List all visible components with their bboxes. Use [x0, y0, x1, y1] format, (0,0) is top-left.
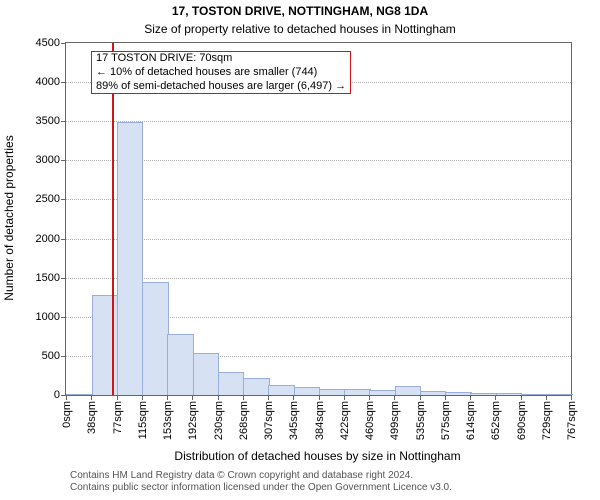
y-tick-label: 4000 [36, 76, 66, 88]
annotation-box: 17 TOSTON DRIVE: 70sqm← 10% of detached … [91, 51, 351, 94]
histogram-bar [470, 393, 497, 395]
x-tick-mark [369, 395, 370, 400]
x-tick-label: 384sqm [312, 401, 326, 440]
property-size-chart: 17, TOSTON DRIVE, NOTTINGHAM, NG8 1DA Si… [0, 0, 600, 500]
x-tick-label: 307sqm [261, 401, 275, 440]
histogram-bar [218, 372, 245, 395]
x-tick-label: 460sqm [362, 401, 376, 440]
x-tick-mark [192, 395, 193, 400]
footer-line: Contains public sector information licen… [70, 482, 452, 494]
x-tick-mark [495, 395, 496, 400]
y-tick-label: 4500 [36, 37, 66, 49]
chart-footer: Contains HM Land Registry data © Crown c… [70, 470, 452, 494]
x-tick-label: 690sqm [514, 401, 528, 440]
histogram-bar [66, 394, 93, 395]
y-tick-label: 2500 [36, 193, 66, 205]
histogram-bar [142, 282, 169, 395]
annotation-line: 17 TOSTON DRIVE: 70sqm [96, 52, 346, 66]
x-tick-label: 535sqm [413, 401, 427, 440]
histogram-bar [546, 394, 573, 395]
x-tick-label: 767sqm [564, 401, 578, 440]
histogram-bar [319, 389, 346, 395]
x-tick-label: 268sqm [236, 401, 250, 440]
y-tick-label: 0 [54, 389, 66, 401]
x-tick-mark [521, 395, 522, 400]
x-tick-label: 422sqm [337, 401, 351, 440]
histogram-bar [344, 389, 371, 395]
property-marker-line [112, 43, 114, 395]
annotation-line: ← 10% of detached houses are smaller (74… [96, 66, 346, 80]
histogram-bar [521, 394, 548, 395]
y-tick-label: 1500 [36, 272, 66, 284]
x-tick-mark [268, 395, 269, 400]
x-tick-label: 0sqm [59, 401, 73, 428]
x-tick-mark [445, 395, 446, 400]
chart-title-main: 17, TOSTON DRIVE, NOTTINGHAM, NG8 1DA [0, 4, 600, 18]
annotation-line: 89% of semi-detached houses are larger (… [96, 80, 346, 94]
x-tick-label: 230sqm [211, 401, 225, 440]
histogram-bar [420, 391, 447, 395]
x-axis-label: Distribution of detached houses by size … [65, 449, 570, 463]
x-tick-mark [394, 395, 395, 400]
x-tick-mark [91, 395, 92, 400]
x-tick-mark [470, 395, 471, 400]
y-tick-label: 3000 [36, 154, 66, 166]
x-tick-mark [344, 395, 345, 400]
x-tick-label: 499sqm [387, 401, 401, 440]
histogram-bar [268, 385, 295, 395]
histogram-bar [395, 386, 422, 395]
chart-title-sub: Size of property relative to detached ho… [0, 22, 600, 36]
x-tick-mark [167, 395, 168, 400]
x-tick-mark [117, 395, 118, 400]
x-tick-label: 575sqm [438, 401, 452, 440]
histogram-bar [193, 353, 220, 395]
histogram-bar [117, 122, 144, 395]
x-tick-label: 729sqm [539, 401, 553, 440]
histogram-bar [167, 334, 194, 395]
x-tick-label: 345sqm [286, 401, 300, 440]
plot-area: 0500100015002000250030003500400045000sqm… [65, 42, 572, 396]
x-tick-mark [420, 395, 421, 400]
x-tick-label: 192sqm [185, 401, 199, 440]
x-tick-mark [546, 395, 547, 400]
histogram-bar [243, 378, 270, 395]
x-tick-label: 38sqm [84, 401, 98, 434]
x-tick-mark [571, 395, 572, 400]
x-tick-mark [293, 395, 294, 400]
x-tick-label: 614sqm [463, 401, 477, 440]
x-tick-mark [66, 395, 67, 400]
x-tick-label: 115sqm [135, 401, 149, 439]
x-tick-mark [319, 395, 320, 400]
x-tick-label: 153sqm [160, 401, 174, 440]
y-tick-label: 500 [42, 350, 66, 362]
x-tick-mark [142, 395, 143, 400]
histogram-bar [92, 295, 119, 395]
histogram-bar [496, 393, 523, 395]
x-tick-label: 77sqm [110, 401, 124, 434]
x-tick-mark [218, 395, 219, 400]
x-tick-mark [243, 395, 244, 400]
y-tick-label: 3500 [36, 115, 66, 127]
histogram-bar [294, 387, 321, 395]
y-tick-label: 1000 [36, 311, 66, 323]
footer-line: Contains HM Land Registry data © Crown c… [70, 470, 452, 482]
y-tick-label: 2000 [36, 233, 66, 245]
x-tick-label: 652sqm [488, 401, 502, 440]
histogram-bar [445, 392, 472, 395]
histogram-bar [369, 390, 396, 395]
